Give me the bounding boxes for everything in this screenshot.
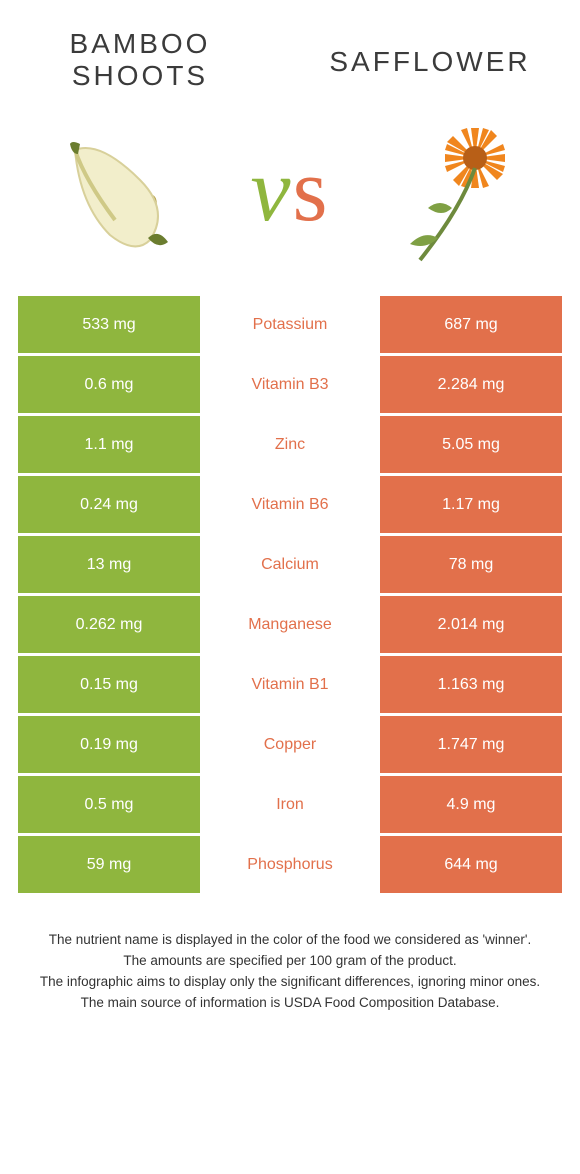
table-row: 1.1 mgZinc5.05 mg — [18, 416, 562, 473]
vs-v: v — [251, 141, 293, 240]
left-value: 1.1 mg — [18, 416, 200, 473]
safflower-image — [380, 110, 540, 270]
table-row: 0.24 mgVitamin B61.17 mg — [18, 476, 562, 533]
right-value: 2.284 mg — [380, 356, 562, 413]
left-value: 0.262 mg — [18, 596, 200, 653]
footer-line: The infographic aims to display only the… — [30, 972, 550, 993]
table-row: 0.15 mgVitamin B11.163 mg — [18, 656, 562, 713]
nutrient-name: Zinc — [200, 416, 380, 473]
nutrient-name: Iron — [200, 776, 380, 833]
vs-s: s — [292, 141, 329, 240]
footer-line: The nutrient name is displayed in the co… — [30, 930, 550, 951]
table-row: 533 mgPotassium687 mg — [18, 296, 562, 353]
right-value: 4.9 mg — [380, 776, 562, 833]
nutrient-name: Manganese — [200, 596, 380, 653]
left-value: 0.15 mg — [18, 656, 200, 713]
hero-row: vs — [0, 92, 580, 296]
nutrient-name: Potassium — [200, 296, 380, 353]
right-value: 5.05 mg — [380, 416, 562, 473]
footer-notes: The nutrient name is displayed in the co… — [0, 896, 580, 1014]
right-value: 2.014 mg — [380, 596, 562, 653]
table-row: 13 mgCalcium78 mg — [18, 536, 562, 593]
right-value: 644 mg — [380, 836, 562, 893]
table-row: 0.19 mgCopper1.747 mg — [18, 716, 562, 773]
nutrient-name: Copper — [200, 716, 380, 773]
left-value: 0.6 mg — [18, 356, 200, 413]
left-value: 59 mg — [18, 836, 200, 893]
left-value: 0.19 mg — [18, 716, 200, 773]
product-right-title: Safflower — [320, 28, 540, 78]
table-row: 0.262 mgManganese2.014 mg — [18, 596, 562, 653]
right-value: 1.17 mg — [380, 476, 562, 533]
table-row: 0.6 mgVitamin B32.284 mg — [18, 356, 562, 413]
left-value: 0.5 mg — [18, 776, 200, 833]
nutrient-name: Vitamin B6 — [200, 476, 380, 533]
left-value: 533 mg — [18, 296, 200, 353]
nutrient-name: Vitamin B1 — [200, 656, 380, 713]
table-row: 0.5 mgIron4.9 mg — [18, 776, 562, 833]
nutrient-name: Calcium — [200, 536, 380, 593]
left-value: 0.24 mg — [18, 476, 200, 533]
product-left-title: Bamboo shoots — [40, 28, 240, 92]
bamboo-shoots-image — [40, 110, 200, 270]
header: Bamboo shoots Safflower — [0, 0, 580, 92]
right-value: 687 mg — [380, 296, 562, 353]
footer-line: The main source of information is USDA F… — [30, 993, 550, 1014]
table-row: 59 mgPhosphorus644 mg — [18, 836, 562, 893]
footer-line: The amounts are specified per 100 gram o… — [30, 951, 550, 972]
vs-label: vs — [251, 139, 330, 242]
right-value: 1.163 mg — [380, 656, 562, 713]
nutrient-name: Phosphorus — [200, 836, 380, 893]
right-value: 78 mg — [380, 536, 562, 593]
right-value: 1.747 mg — [380, 716, 562, 773]
comparison-table: 533 mgPotassium687 mg0.6 mgVitamin B32.2… — [0, 296, 580, 893]
nutrient-name: Vitamin B3 — [200, 356, 380, 413]
left-value: 13 mg — [18, 536, 200, 593]
